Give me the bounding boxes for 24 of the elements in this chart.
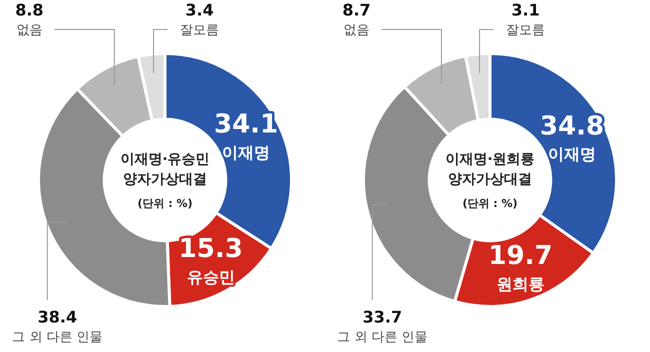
data-label: 38.4 [38,308,78,327]
slice-label: 없음 [16,22,42,38]
slice-label: 없음 [343,22,370,38]
text: (단위 : %) [462,196,518,210]
data-label: 15.3 [178,234,243,264]
slice-label: 원희룡 [496,274,544,294]
data-label: 34.8 [540,111,604,142]
data-label: 19.7 [488,240,553,271]
data-label: 33.7 [362,308,402,327]
data-label: 3.1 [511,0,540,20]
data-label: 8.8 [15,0,44,20]
slice-label: 그 외 다른 인물 [337,330,428,345]
data-label: 34.1 [214,110,278,140]
slice-label: 이재명 [222,142,270,162]
text: (단위 : %) [137,196,193,210]
slice-label: 이재명 [548,144,596,164]
data-label: 3.4 [185,0,214,20]
slice-label: 그 외 다른 인물 [12,330,103,345]
data-label: 8.7 [342,0,371,20]
slice-label: 유승민 [186,267,235,286]
slice-label: 잘모름 [506,22,546,38]
slice-label: 잘모름 [180,22,220,38]
text: 이재명·유승민 양자가상대결 [120,152,210,188]
text: 이재명·원희룡 양자가상대결 [445,152,535,188]
